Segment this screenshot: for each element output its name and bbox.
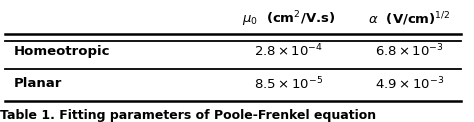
Text: $\alpha$  (V/cm)$^{1/2}$: $\alpha$ (V/cm)$^{1/2}$ [368, 10, 451, 28]
Text: $\mu_0$  (cm$^2$/V.s): $\mu_0$ (cm$^2$/V.s) [242, 10, 335, 29]
Text: $2.8 \times 10^{-4}$: $2.8 \times 10^{-4}$ [254, 43, 323, 60]
Text: Planar: Planar [14, 77, 63, 90]
Text: $6.8 \times 10^{-3}$: $6.8 \times 10^{-3}$ [375, 43, 444, 60]
Text: $8.5 \times 10^{-5}$: $8.5 \times 10^{-5}$ [254, 75, 323, 92]
Text: Table 1. Fitting parameters of Poole-Frenkel equation: Table 1. Fitting parameters of Poole-Fre… [0, 109, 376, 122]
Text: $4.9 \times 10^{-3}$: $4.9 \times 10^{-3}$ [375, 75, 444, 92]
Text: Homeotropic: Homeotropic [14, 45, 110, 58]
